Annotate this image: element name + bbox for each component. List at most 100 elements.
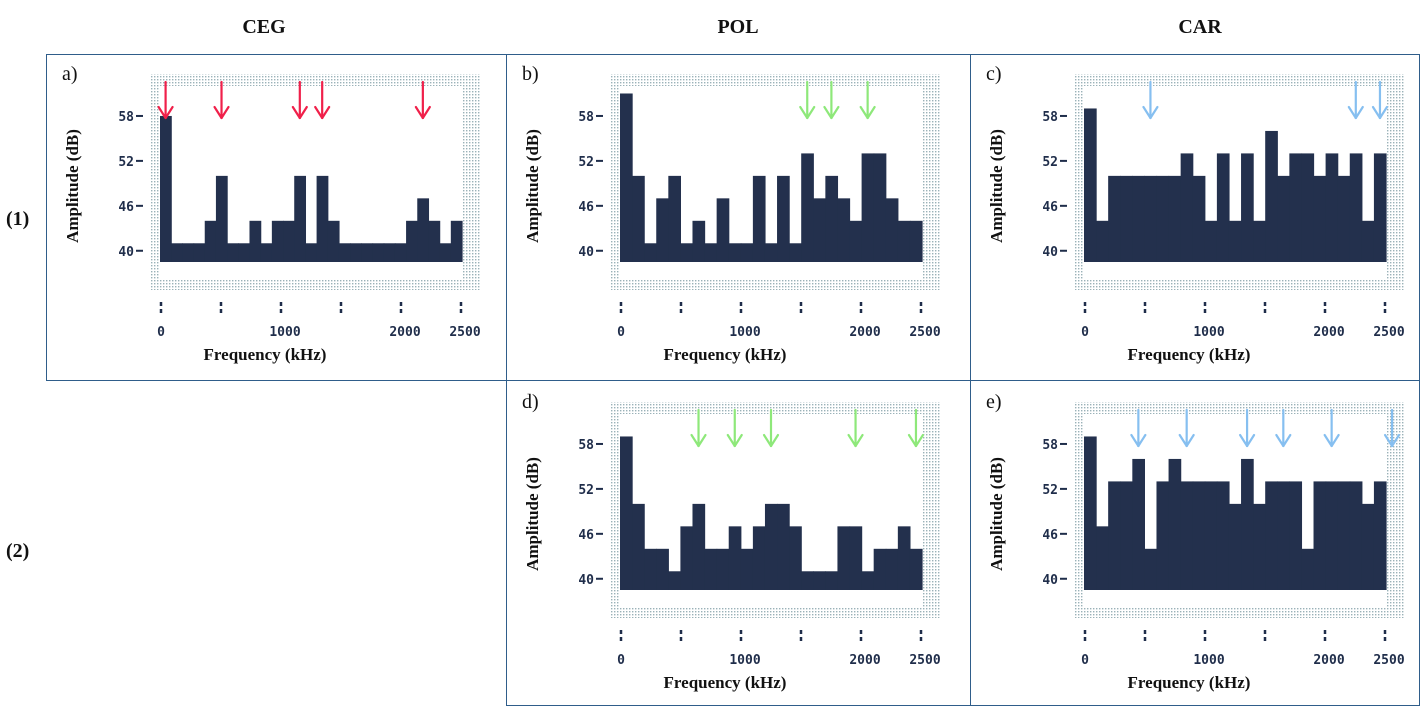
bar bbox=[752, 175, 766, 262]
bar bbox=[801, 153, 814, 262]
bar bbox=[1108, 481, 1121, 590]
bar bbox=[668, 571, 681, 590]
annotation-arrow bbox=[859, 80, 876, 120]
bar bbox=[837, 526, 851, 590]
x-tick-label: 0 bbox=[157, 325, 165, 340]
y-tick-label: 52 bbox=[578, 483, 594, 498]
annotation-arrow bbox=[726, 408, 743, 448]
x-tick-label: 2500 bbox=[1373, 325, 1404, 340]
grid-line-top bbox=[46, 54, 1420, 55]
x-tick-label: 2500 bbox=[449, 325, 480, 340]
x-tick-label: 0 bbox=[1081, 325, 1089, 340]
bar bbox=[1289, 481, 1303, 590]
bar bbox=[294, 175, 307, 262]
bar bbox=[1228, 503, 1242, 590]
bar bbox=[728, 526, 742, 590]
row-header-2: (2) bbox=[6, 540, 30, 562]
bar bbox=[1084, 436, 1097, 590]
chart-panel-e: 58 52 46 40 0 1000 2000 2500 e) Amplitude (dB) Fre… bbox=[976, 386, 1416, 702]
bar bbox=[1373, 153, 1387, 262]
bar bbox=[1084, 108, 1097, 263]
x-tick-label: 2000 bbox=[389, 325, 420, 340]
bar bbox=[668, 175, 681, 262]
bar bbox=[193, 243, 206, 262]
bar bbox=[1301, 153, 1315, 262]
bar bbox=[1168, 458, 1182, 590]
column-header-car: CAR bbox=[1178, 16, 1222, 38]
bar-chart-svg: 58 52 46 40 0 1000 2000 2500 c) Amplitude (dB) Fre… bbox=[986, 63, 1405, 364]
bar bbox=[777, 503, 790, 590]
y-tick-label: 40 bbox=[1042, 245, 1058, 260]
bar bbox=[394, 243, 407, 262]
bar bbox=[813, 571, 826, 590]
annotation-arrow bbox=[157, 80, 174, 120]
bar bbox=[1361, 220, 1375, 262]
annotation-arrow bbox=[823, 80, 840, 120]
annotation-arrow bbox=[690, 408, 707, 448]
bar bbox=[752, 526, 766, 590]
y-tick-label: 46 bbox=[578, 200, 594, 215]
bar bbox=[338, 243, 351, 262]
bar bbox=[1192, 481, 1206, 590]
bar bbox=[305, 243, 318, 262]
bar bbox=[861, 153, 875, 262]
bar bbox=[227, 243, 239, 262]
grid-line-left bbox=[46, 54, 47, 381]
x-tick-label: 2000 bbox=[1313, 325, 1344, 340]
annotation-arrow bbox=[1178, 408, 1195, 448]
panel-label: d) bbox=[522, 391, 539, 413]
y-axis-title: Amplitude (dB) bbox=[523, 129, 542, 243]
bar bbox=[728, 243, 742, 262]
bar bbox=[680, 243, 694, 262]
y-tick-label: 52 bbox=[118, 155, 134, 170]
bar bbox=[656, 198, 669, 262]
column-header-pol: POL bbox=[717, 16, 759, 38]
bar bbox=[1096, 526, 1109, 590]
y-tick-label: 58 bbox=[1042, 110, 1058, 125]
annotation-arrow bbox=[1347, 80, 1364, 120]
bar-chart-svg: 58 52 46 40 0 1000 2000 2500 d) Amplitude (dB) Fre… bbox=[522, 391, 941, 692]
bar bbox=[260, 243, 273, 262]
bar bbox=[813, 198, 826, 262]
bar bbox=[1120, 175, 1133, 262]
x-tick-label: 2500 bbox=[909, 325, 940, 340]
annotation-arrow bbox=[1275, 408, 1292, 448]
annotation-arrow bbox=[1130, 408, 1147, 448]
bar bbox=[644, 243, 657, 262]
bar bbox=[1216, 481, 1230, 590]
x-axis-title: Frequency (kHz) bbox=[1128, 673, 1251, 692]
grid-line-middle bbox=[46, 380, 1420, 381]
annotation-arrow bbox=[762, 408, 780, 448]
y-tick-label: 52 bbox=[1042, 483, 1058, 498]
y-tick-label: 52 bbox=[578, 155, 594, 170]
row-header-1: (1) bbox=[6, 208, 30, 230]
bar bbox=[1228, 220, 1242, 262]
bar bbox=[1132, 458, 1145, 590]
bar bbox=[764, 243, 778, 262]
x-axis-title: Frequency (kHz) bbox=[1128, 345, 1251, 364]
bar bbox=[238, 243, 251, 262]
bar bbox=[1241, 153, 1254, 262]
bar bbox=[716, 198, 730, 262]
x-tick-label: 1000 bbox=[1193, 653, 1224, 668]
bar bbox=[740, 243, 754, 262]
bar-chart-svg: 58 52 46 40 0 1000 2000 2500 e) Amplitude (dB) Fre… bbox=[986, 391, 1405, 692]
x-tick-label: 2000 bbox=[1313, 653, 1344, 668]
bar bbox=[171, 243, 183, 262]
bar bbox=[1373, 481, 1387, 590]
bar bbox=[439, 243, 452, 262]
bar bbox=[620, 93, 633, 262]
y-axis-title: Amplitude (dB) bbox=[987, 129, 1006, 243]
bar bbox=[1204, 220, 1218, 262]
annotation-arrow bbox=[1323, 408, 1340, 448]
y-tick-label: 40 bbox=[578, 245, 594, 260]
bar bbox=[1361, 503, 1375, 590]
y-tick-label: 40 bbox=[118, 245, 134, 260]
bar bbox=[350, 243, 362, 262]
y-tick-label: 46 bbox=[578, 528, 594, 543]
x-axis-title: Frequency (kHz) bbox=[664, 673, 787, 692]
bar bbox=[316, 175, 329, 262]
annotation-arrow bbox=[1142, 80, 1159, 120]
x-axis-title: Frequency (kHz) bbox=[664, 345, 787, 364]
bar bbox=[271, 220, 284, 262]
